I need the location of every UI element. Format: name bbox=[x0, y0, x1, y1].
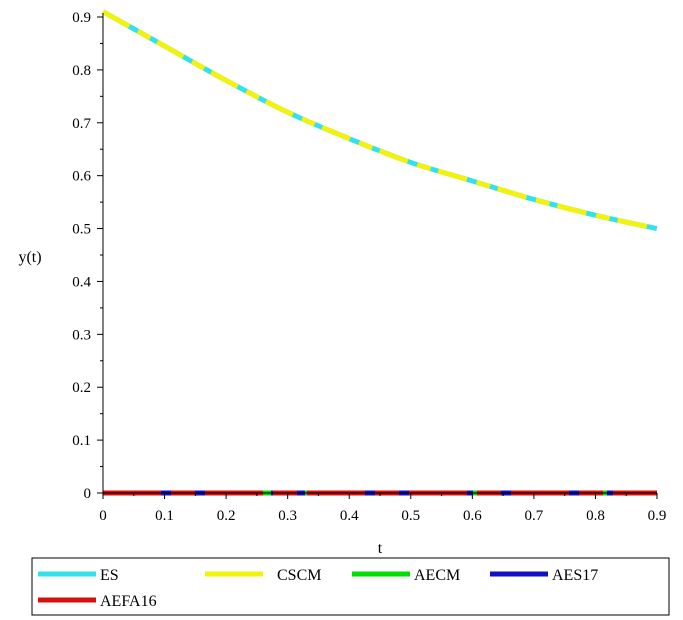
legend-label: CSCM bbox=[277, 567, 321, 584]
y-tick-label: 0.8 bbox=[72, 63, 91, 79]
y-tick-label: 0 bbox=[84, 486, 92, 502]
series-line-cscm bbox=[101, 9, 658, 232]
x-tick-label: 0.5 bbox=[401, 508, 420, 524]
legend-box bbox=[31, 557, 670, 616]
x-tick-label: 0.9 bbox=[648, 508, 667, 524]
plot-lines bbox=[101, 9, 658, 496]
x-tick-label: 0.8 bbox=[586, 508, 605, 524]
x-tick-label: 0.1 bbox=[155, 508, 174, 524]
series-line-es bbox=[101, 9, 658, 232]
x-tick-label: 0.4 bbox=[340, 508, 359, 524]
legend-item-aefa16: AEFA16 bbox=[38, 593, 157, 610]
legend: ES CSCM AECM AES17 AEFA16 bbox=[31, 557, 670, 616]
y-tick-label: 0.6 bbox=[72, 169, 91, 185]
legend-item-aes17: AES17 bbox=[490, 567, 598, 584]
x-tick-label: 0 bbox=[99, 508, 107, 524]
y-tick-label: 0.7 bbox=[72, 116, 91, 132]
y-tick-label: 0.1 bbox=[72, 433, 91, 449]
legend-label: AECM bbox=[414, 567, 460, 584]
legend-item-aecm: AECM bbox=[352, 567, 460, 584]
y-tick-label: 0.3 bbox=[72, 327, 91, 343]
x-tick-label: 0.3 bbox=[278, 508, 297, 524]
x-axis-title: t bbox=[378, 540, 383, 557]
x-tick-label: 0.7 bbox=[525, 508, 544, 524]
ticks: 0 0.1 0.2 0.3 0.4 0.5 0.6 0.7 0.8 0.9 0 0.1 0.2 0.3 0.… bbox=[72, 10, 666, 524]
y-axis-title: y(t) bbox=[18, 249, 41, 266]
legend-item-cscm: CSCM bbox=[205, 567, 321, 584]
x-tick-label: 0.2 bbox=[217, 508, 236, 524]
legend-label: AEFA16 bbox=[100, 593, 157, 610]
y-tick-label: 0.9 bbox=[72, 10, 91, 26]
legend-item-es: ES bbox=[38, 567, 119, 584]
legend-label: ES bbox=[100, 567, 119, 584]
legend-label: AES17 bbox=[552, 567, 598, 584]
y-tick-label: 0.5 bbox=[72, 222, 91, 238]
y-tick-label: 0.2 bbox=[72, 380, 91, 396]
axes bbox=[102, 13, 657, 494]
y-tick-label: 0.4 bbox=[72, 274, 91, 290]
x-tick-label: 0.6 bbox=[463, 508, 482, 524]
